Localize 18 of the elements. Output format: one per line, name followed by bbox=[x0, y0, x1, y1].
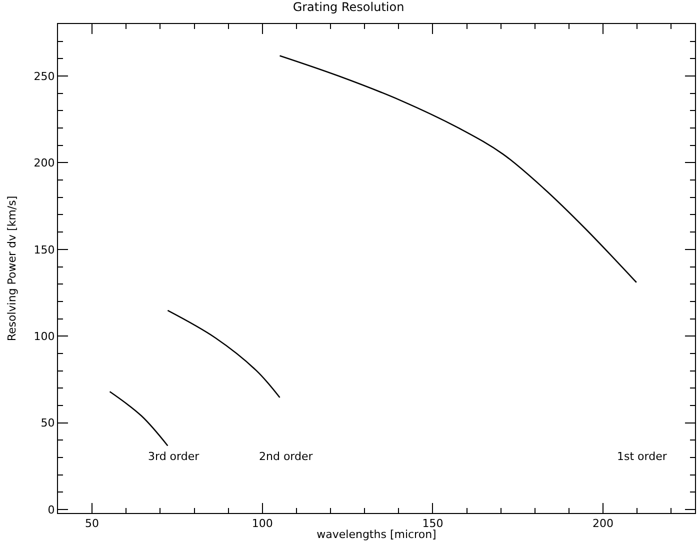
x-tick-label: 100 bbox=[252, 517, 273, 530]
line-series bbox=[167, 310, 280, 398]
y-tick-label: 50 bbox=[40, 416, 55, 430]
annotation: 2nd order bbox=[259, 450, 314, 463]
y-tick-label: 200 bbox=[34, 156, 55, 170]
chart-title: Grating Resolution bbox=[292, 0, 404, 14]
y-tick-label: 250 bbox=[34, 70, 55, 83]
y-tick-label: 150 bbox=[34, 243, 55, 256]
x-tick-label: 50 bbox=[85, 517, 100, 530]
x-tick-label: 150 bbox=[422, 517, 444, 530]
annotation: 1st order bbox=[617, 450, 668, 463]
x-axis-title: wavelengths [micron] bbox=[316, 528, 436, 541]
line-series bbox=[279, 55, 638, 284]
x-tick-label: 200 bbox=[592, 517, 614, 530]
y-tick-label: 100 bbox=[34, 330, 55, 343]
annotation: 3rd order bbox=[148, 450, 200, 463]
y-axis-title: Resolving Power dv [km/s] bbox=[5, 196, 18, 342]
y-tick-label: 0 bbox=[48, 503, 55, 516]
